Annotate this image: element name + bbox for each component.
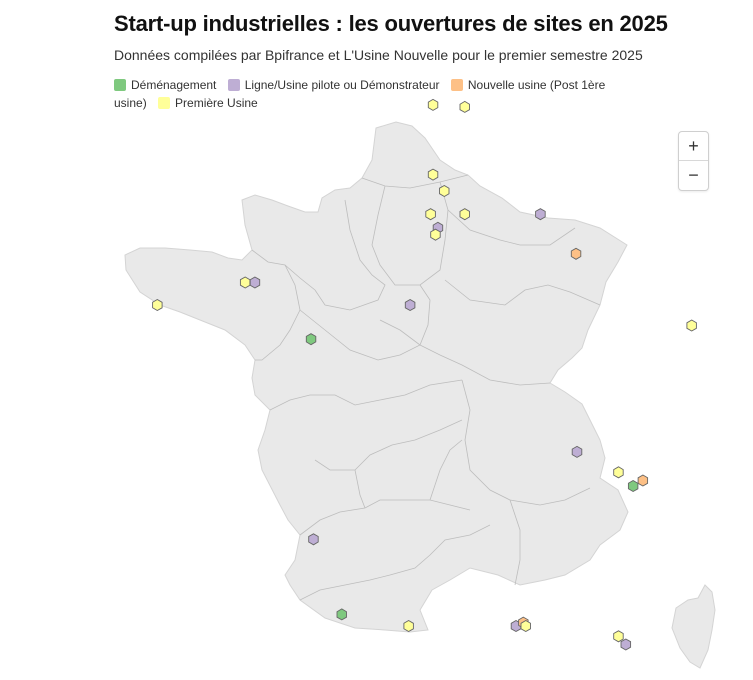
site-marker[interactable] [425, 208, 436, 221]
site-marker[interactable] [439, 184, 450, 198]
map-subtitle: Données compilées par Bpifrance et L'Usi… [114, 47, 643, 63]
site-marker[interactable] [520, 619, 531, 633]
legend-item-ligne-pilote: Ligne/Usine pilote ou Démonstrateur [227, 78, 440, 92]
map-title: Start-up industrielles : les ouvertures … [114, 11, 668, 36]
legend: Déménagement Ligne/Usine pilote ou Démon… [114, 76, 614, 112]
site-marker[interactable] [427, 168, 439, 181]
legend-swatch [114, 79, 126, 91]
site-marker[interactable] [570, 247, 582, 260]
legend-label: Nouvelle usine (Post 1ère usine) [114, 78, 606, 110]
site-marker[interactable] [613, 466, 624, 479]
legend-swatch [450, 79, 463, 91]
land [124, 121, 716, 669]
site-marker[interactable] [249, 276, 261, 289]
site-marker[interactable] [459, 100, 470, 113]
legend-swatch [227, 79, 240, 91]
site-marker[interactable] [571, 445, 583, 458]
legend-item-premiere-usine: Première Usine [158, 96, 258, 110]
corsica [671, 584, 716, 669]
france-mainland [124, 121, 629, 633]
legend-label: Déménagement [131, 78, 217, 92]
site-marker[interactable] [535, 208, 546, 221]
site-marker[interactable] [305, 333, 317, 346]
legend-swatch [158, 97, 171, 109]
site-marker[interactable] [459, 208, 470, 221]
site-marker[interactable] [336, 608, 347, 621]
site-marker[interactable] [613, 630, 624, 643]
site-marker[interactable] [152, 298, 163, 312]
zoom-in-button[interactable]: + [679, 132, 708, 161]
site-marker[interactable] [430, 228, 441, 241]
zoom-out-button[interactable]: − [688, 165, 699, 185]
legend-label: Première Usine [175, 96, 258, 110]
legend-item-demenagement: Déménagement [114, 78, 216, 92]
site-marker[interactable] [404, 298, 416, 312]
legend-item-nouvelle-usine: Nouvelle usine (Post 1ère usine) [114, 78, 605, 110]
site-marker[interactable] [627, 479, 639, 493]
site-markers [152, 98, 697, 651]
site-marker[interactable] [427, 98, 439, 111]
site-marker[interactable] [308, 533, 319, 546]
site-marker[interactable] [239, 276, 251, 289]
zoom-control: + − [678, 131, 709, 191]
region-borders [251, 174, 601, 601]
site-marker[interactable] [403, 619, 414, 633]
site-marker[interactable] [686, 319, 697, 332]
site-marker[interactable] [620, 638, 632, 651]
site-marker[interactable] [637, 474, 649, 487]
legend-label: Ligne/Usine pilote ou Démonstrateur [244, 78, 440, 92]
